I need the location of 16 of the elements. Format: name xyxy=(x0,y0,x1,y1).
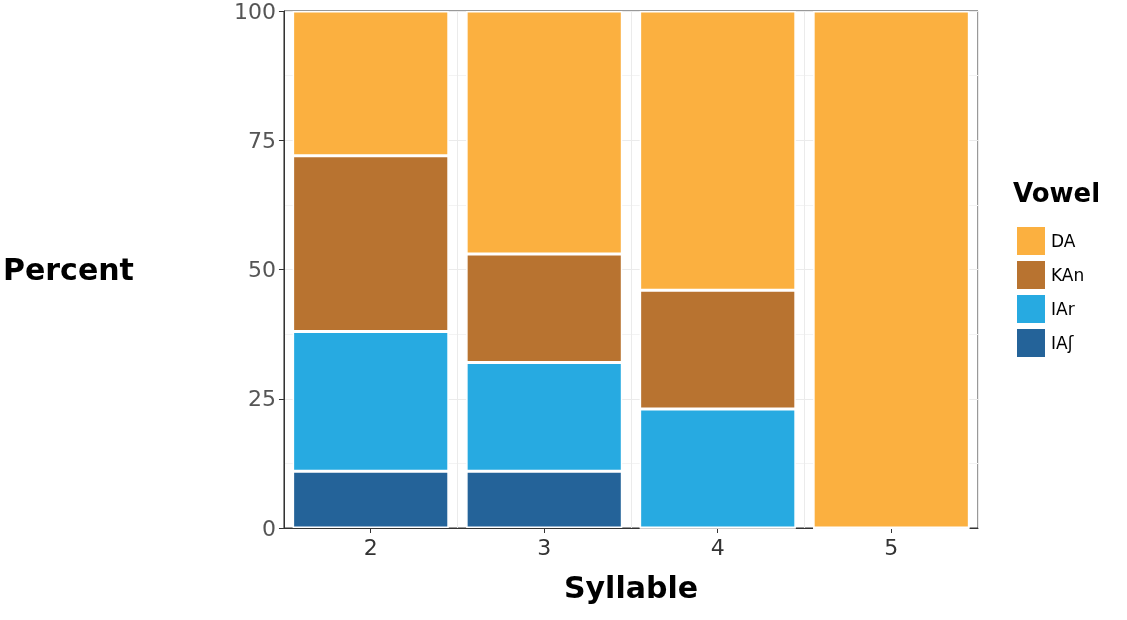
y-tick-label: 50 xyxy=(247,257,276,282)
legend-label: KAn xyxy=(1051,265,1085,285)
x-tick-label: 3 xyxy=(537,534,552,560)
y-tick-label: 75 xyxy=(247,127,276,153)
x-axis-title: Syllable xyxy=(563,569,699,605)
y-axis-title: Percent xyxy=(2,252,134,287)
x-tick-label: 2 xyxy=(363,534,378,560)
y-tick-label: 0 xyxy=(261,515,276,541)
legend-label: IAr xyxy=(1051,299,1075,319)
y-tick-label: 100 xyxy=(233,0,276,24)
legend-label: IAʃ xyxy=(1051,333,1075,353)
y-tick-label: 25 xyxy=(247,386,276,412)
legend-title: Vowel xyxy=(1013,178,1101,208)
x-tick-label: 4 xyxy=(710,534,725,560)
legend-label: DA xyxy=(1051,231,1076,251)
x-tick-label: 5 xyxy=(884,534,899,560)
